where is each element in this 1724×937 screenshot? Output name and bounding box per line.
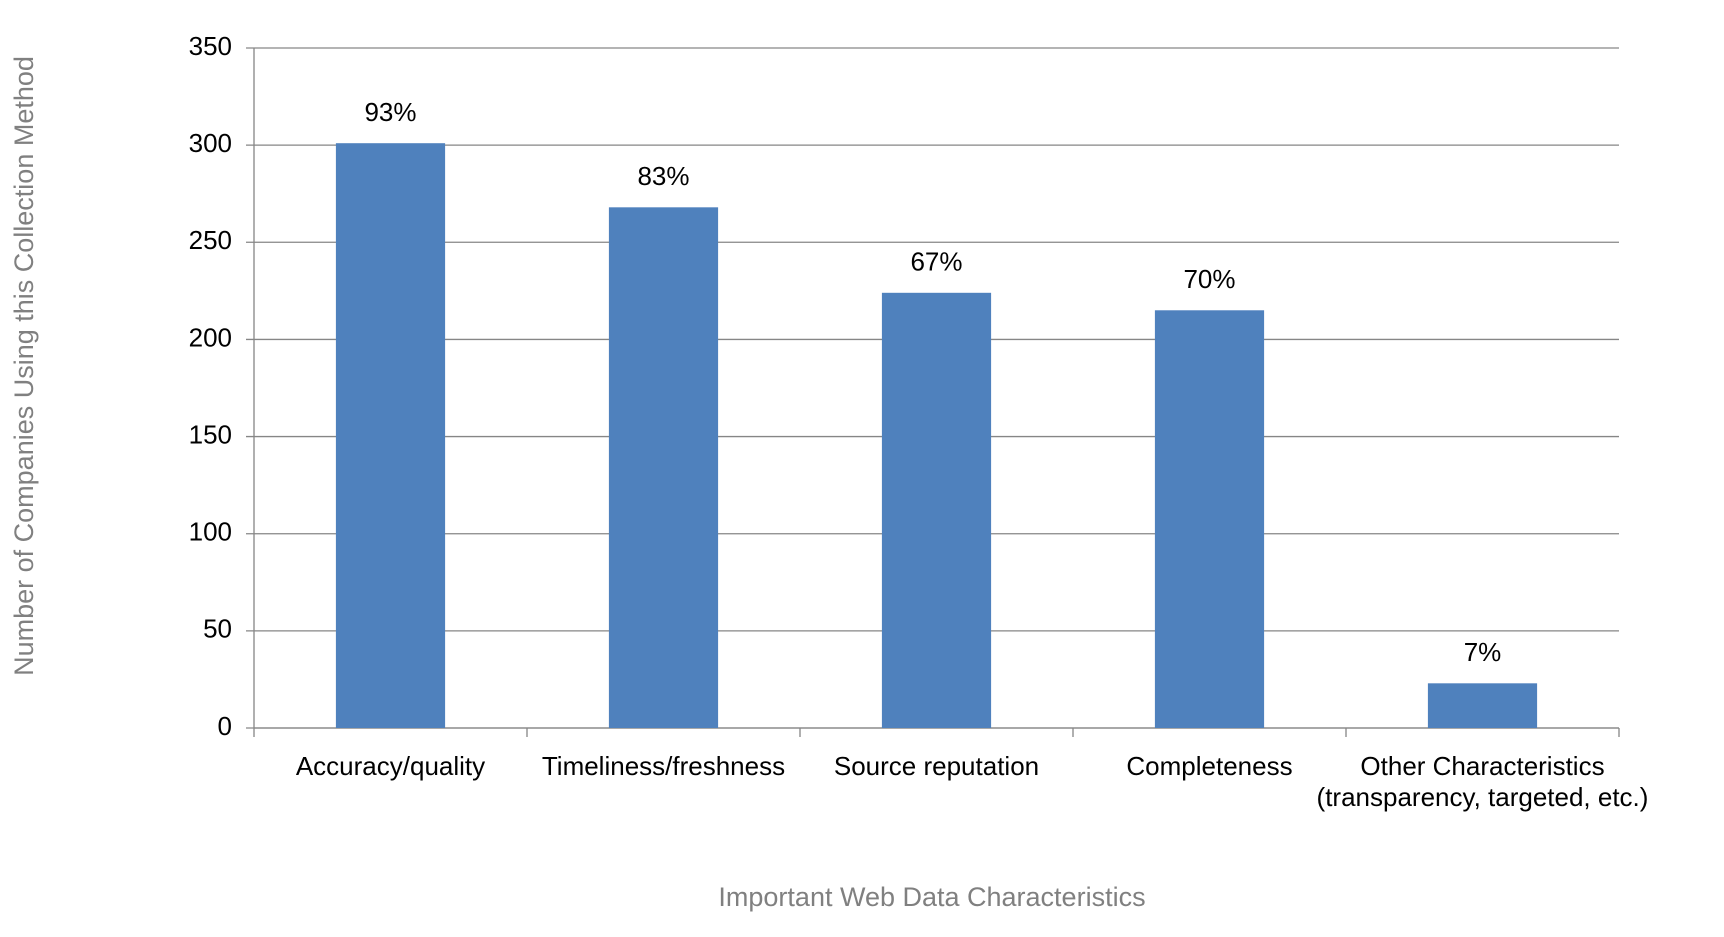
y-tick-label: 250 [189,225,232,255]
data-label: 70% [1183,264,1235,294]
x-axis-title: Important Web Data Characteristics [718,882,1145,912]
y-tick-label: 100 [189,517,232,547]
x-tick-label: Timeliness/freshness [542,751,785,781]
bar [1154,310,1265,728]
bar [335,143,446,728]
y-tick-label: 300 [189,128,232,158]
data-label: 93% [364,97,416,127]
data-label: 67% [910,247,962,277]
x-tick-label: Accuracy/quality [296,751,485,781]
y-tick-label: 350 [189,31,232,61]
y-tick-label: 200 [189,322,232,352]
y-tick-label: 50 [203,614,232,644]
x-tick-label: Other Characteristics [1360,751,1604,781]
bar [608,207,719,729]
y-tick-label: 150 [189,419,232,449]
bar [881,292,992,728]
x-tick-label: Source reputation [834,751,1039,781]
y-axis-title: Number of Companies Using this Collectio… [9,56,39,676]
x-tick-label: (transparency, targeted, etc.) [1317,782,1649,812]
bar [1427,683,1538,728]
y-tick-label: 0 [218,711,232,741]
x-tick-label: Completeness [1126,751,1292,781]
data-label: 7% [1464,637,1502,667]
data-label: 83% [637,161,689,191]
